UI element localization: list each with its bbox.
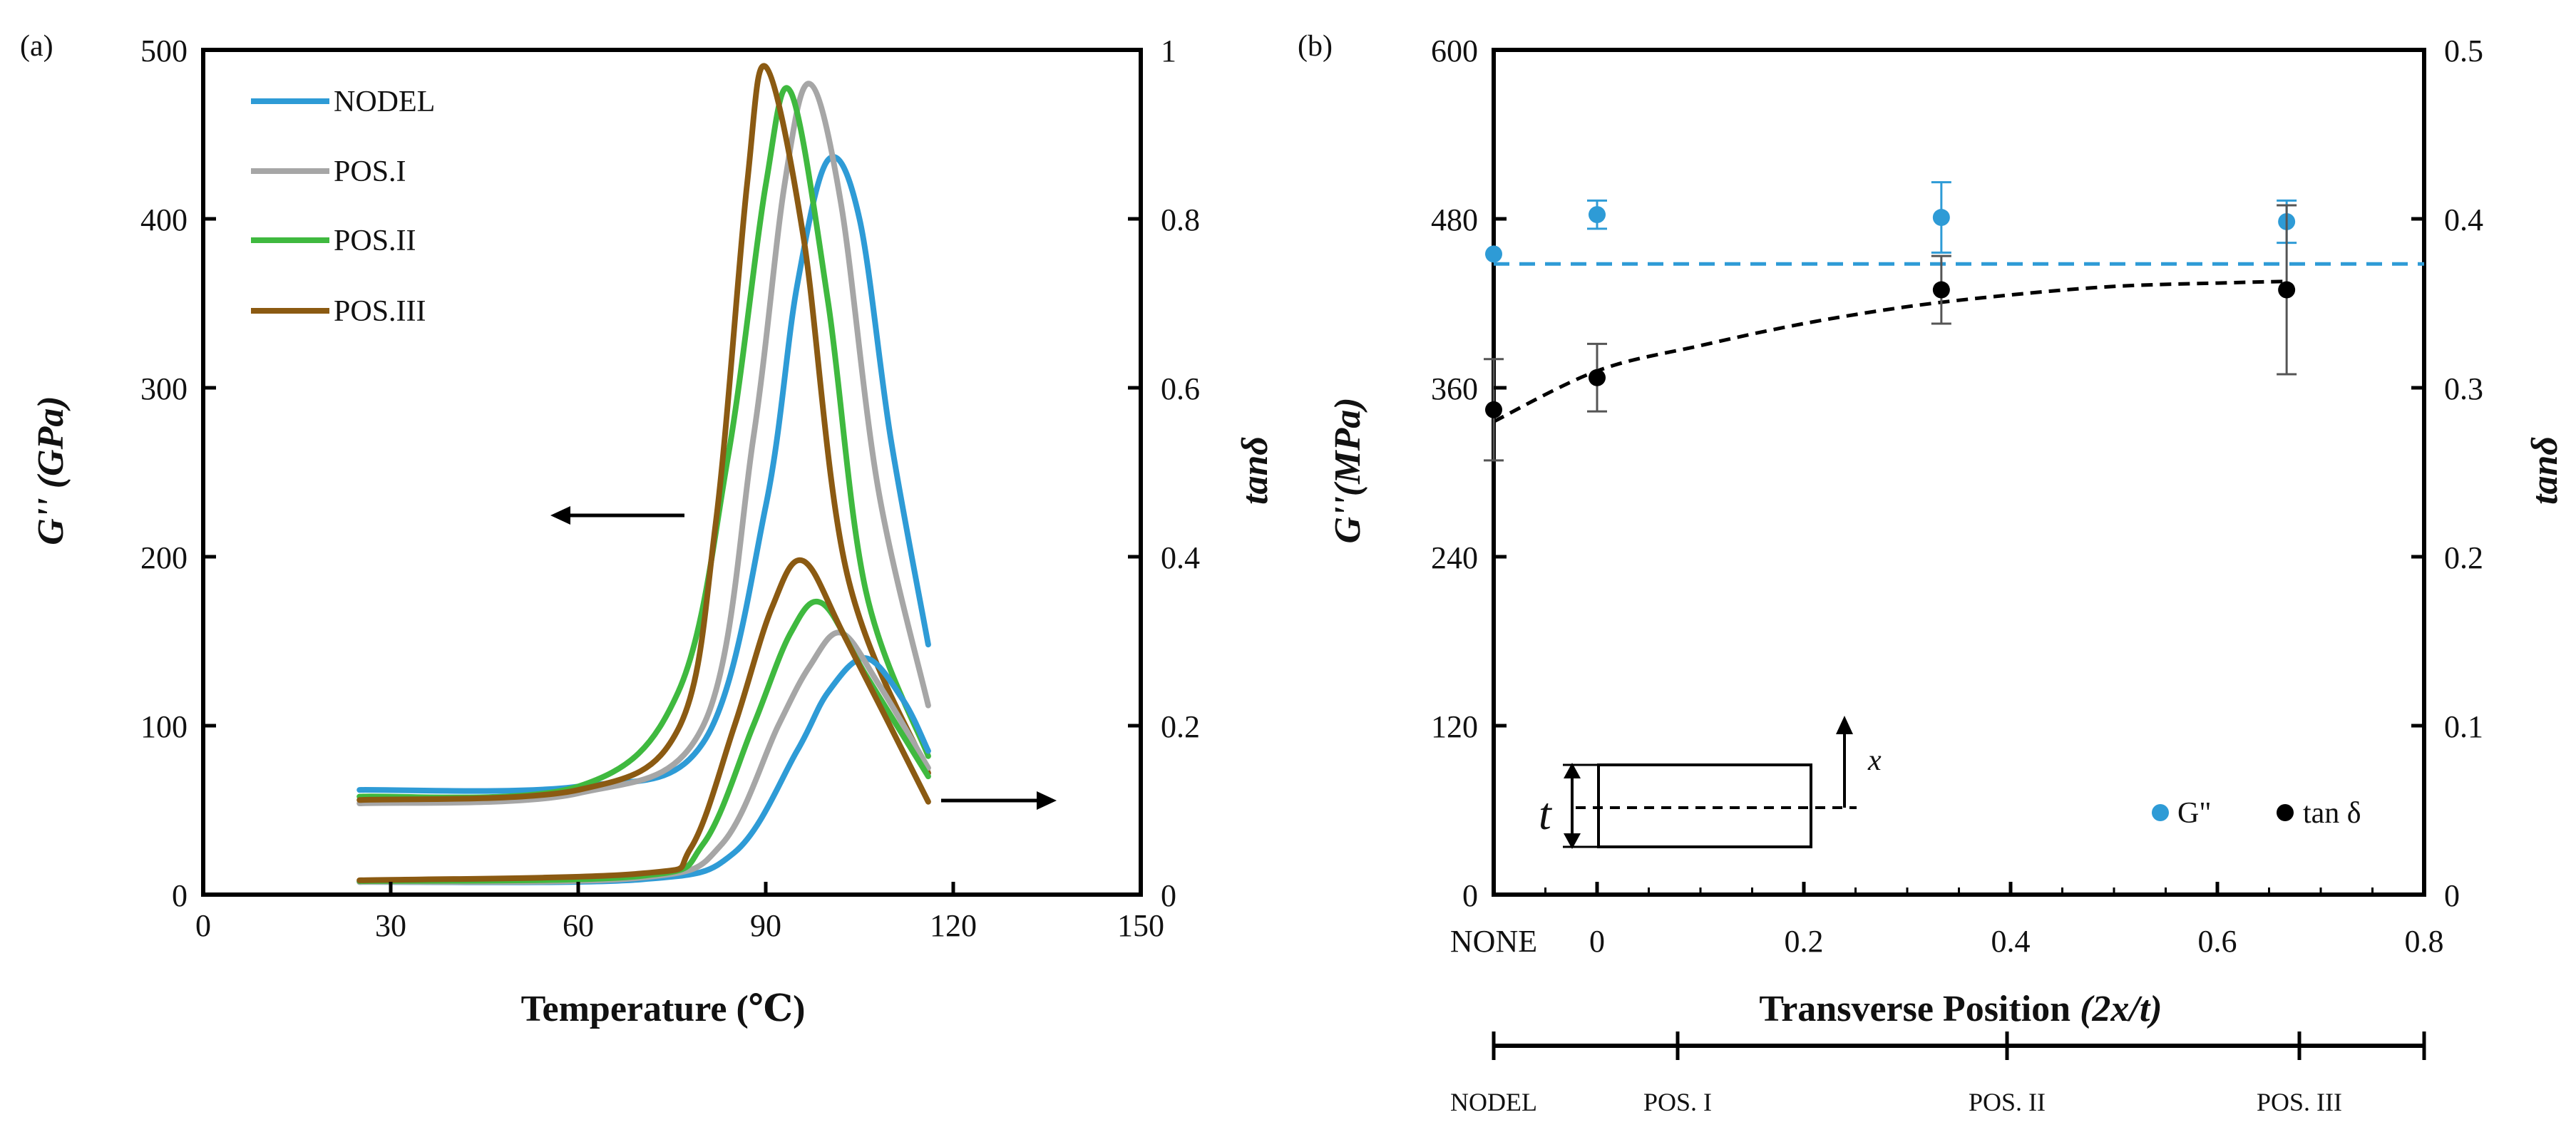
legend-posiii-label: POS.III <box>334 295 426 328</box>
series-line-nodel-g <box>356 154 931 794</box>
data-point-g <box>1932 209 1950 227</box>
panel-a-plot-frame <box>201 48 1143 897</box>
series-line-pos-iii-g <box>356 63 931 803</box>
panel-a-x-tick-label: 150 <box>1117 908 1164 943</box>
panel-b-y2-axis-label: tanδ <box>2525 436 2565 505</box>
panel-a-y2-axis-label: tanδ <box>1235 436 1276 505</box>
panel-a-y2-tick-label: 0.8 <box>1161 202 1200 237</box>
data-point-g <box>1589 206 1606 224</box>
panel-b-x-tick-label: 0.8 <box>2405 924 2444 959</box>
legend-posii-label: POS.II <box>334 225 416 257</box>
panel-b-legend: G" tan δ <box>2152 797 2361 830</box>
legend-g-marker <box>2152 804 2169 821</box>
panel-a-x-axis-label: Temperature (℃) <box>521 989 806 1029</box>
panel-a-y2-tick-label: 0.6 <box>1161 371 1200 406</box>
position-axis-label-posii: POS. II <box>1969 1088 2046 1116</box>
panel-a-ticks: 0 30 60 90 120 150010020030040050000.20.40.60… <box>140 34 1200 943</box>
panel-a-y-tick-label: 200 <box>140 540 188 575</box>
position-axis: NODEL POS. I POS. II POS. III <box>1450 1031 2426 1116</box>
panel-b-x-tick-label: 0.4 <box>1991 924 2031 959</box>
legend-nodel-label: NODEL <box>334 86 435 118</box>
thickness-label: t <box>1539 788 1553 839</box>
right-axis-arrow <box>941 791 1057 810</box>
panel-a-x-tick-label: 30 <box>375 908 406 943</box>
panel-b-x-tick-label: 0.2 <box>1785 924 1824 959</box>
panel-a-y-axis-label: G'' (GPa) <box>31 396 71 545</box>
legend-tan-label: tan δ <box>2303 797 2361 830</box>
panel-a-y2-tick-label: 1 <box>1161 34 1176 68</box>
series-line-pos-iii-tan <box>356 557 931 883</box>
series-line-pos-i-g <box>356 81 931 806</box>
panel-a-y2-tick-label: 0.2 <box>1161 709 1200 744</box>
panel-a-legend: NODEL POS.I POS.II POS.III <box>251 86 435 328</box>
panel-b-x-tick-label: 0.6 <box>2198 924 2237 959</box>
series-line-pos-ii-tan <box>356 599 931 884</box>
panel-b-y-tick-label: 0 <box>1462 878 1478 913</box>
legend-g-label: G" <box>2177 797 2211 830</box>
panel-b-y-tick-label: 120 <box>1431 709 1478 744</box>
panel-b-y2-tick-label: 0.1 <box>2444 709 2483 744</box>
panel-b-data-points <box>1484 181 2297 462</box>
panel-b-reference-lines <box>1492 262 2424 423</box>
panel-b-x-axis-label-text: Transverse Position <box>1759 989 2080 1029</box>
panel-b-y-tick-label: 600 <box>1431 34 1478 68</box>
panel-b-x-axis-label-italic: (2x/t) <box>2080 989 2162 1029</box>
specimen-inset-diagram: t x <box>1539 716 1882 849</box>
panel-a-y-tick-label: 400 <box>140 202 188 237</box>
panel-a-y-tick-label: 500 <box>140 34 188 68</box>
panel-b-ticks: NONE 0 0.2 0.4 0.6 0.8012024036048060000.10.2… <box>1431 34 2483 959</box>
specimen-rectangle <box>1597 763 1812 848</box>
position-axis-label-nodel: NODEL <box>1450 1088 1537 1116</box>
panel-b-y-tick-label: 480 <box>1431 202 1478 237</box>
panel-a-y2-tick-label: 0.4 <box>1161 540 1200 575</box>
tan-trend-line <box>1492 279 2287 423</box>
panel-b-y2-tick-label: 0.4 <box>2444 202 2483 237</box>
position-label: x <box>1867 744 1882 777</box>
panel-b-y2-tick-label: 0 <box>2444 878 2460 913</box>
panel-a-y2-tick-label: 0 <box>1161 878 1176 913</box>
data-point-g <box>1485 245 1502 263</box>
panel-b-y2-tick-label: 0.2 <box>2444 540 2483 575</box>
panel-a-series-lines <box>356 63 931 885</box>
panel-a-x-tick-label: 120 <box>930 908 977 943</box>
panel-a-label: (a) <box>20 30 53 63</box>
legend-tan-marker <box>2277 804 2294 821</box>
panel-b-y-axis-label: G''(MPa) <box>1328 397 1368 543</box>
panel-b-x-tick-label: NONE <box>1450 924 1537 959</box>
panel-a-x-tick-label: 60 <box>563 908 594 943</box>
panel-b-y-tick-label: 240 <box>1431 540 1478 575</box>
left-axis-arrow <box>550 506 684 525</box>
panel-a-x-tick-label: 0 <box>195 908 211 943</box>
data-point-tan <box>1589 369 1606 386</box>
data-point-tan <box>1485 401 1502 418</box>
panel-b-y2-tick-label: 0.3 <box>2444 371 2483 406</box>
panel-b-plot-frame <box>1492 48 2426 897</box>
panel-a-y-tick-label: 300 <box>140 371 188 406</box>
data-point-tan <box>1932 281 1950 299</box>
panel-a-y-tick-label: 0 <box>172 878 188 913</box>
panel-b-label: (b) <box>1298 30 1333 63</box>
panel-b-x-axis-label: Transverse Position (2x/t) <box>1759 989 2162 1029</box>
panel-a-y-tick-label: 100 <box>140 709 188 744</box>
panel-b-x-tick-label: 0 <box>1589 924 1605 959</box>
position-axis-label-posi: POS. I <box>1643 1088 1712 1116</box>
panel-b-y2-tick-label: 0.5 <box>2444 34 2483 68</box>
position-axis-label-posiii: POS. III <box>2257 1088 2342 1116</box>
legend-posi-label: POS.I <box>334 155 406 188</box>
data-point-tan <box>2278 281 2296 299</box>
series-line-pos-ii-g <box>356 85 931 801</box>
panel-b-y-tick-label: 360 <box>1431 371 1478 406</box>
panel-a-x-tick-label: 90 <box>750 908 781 943</box>
